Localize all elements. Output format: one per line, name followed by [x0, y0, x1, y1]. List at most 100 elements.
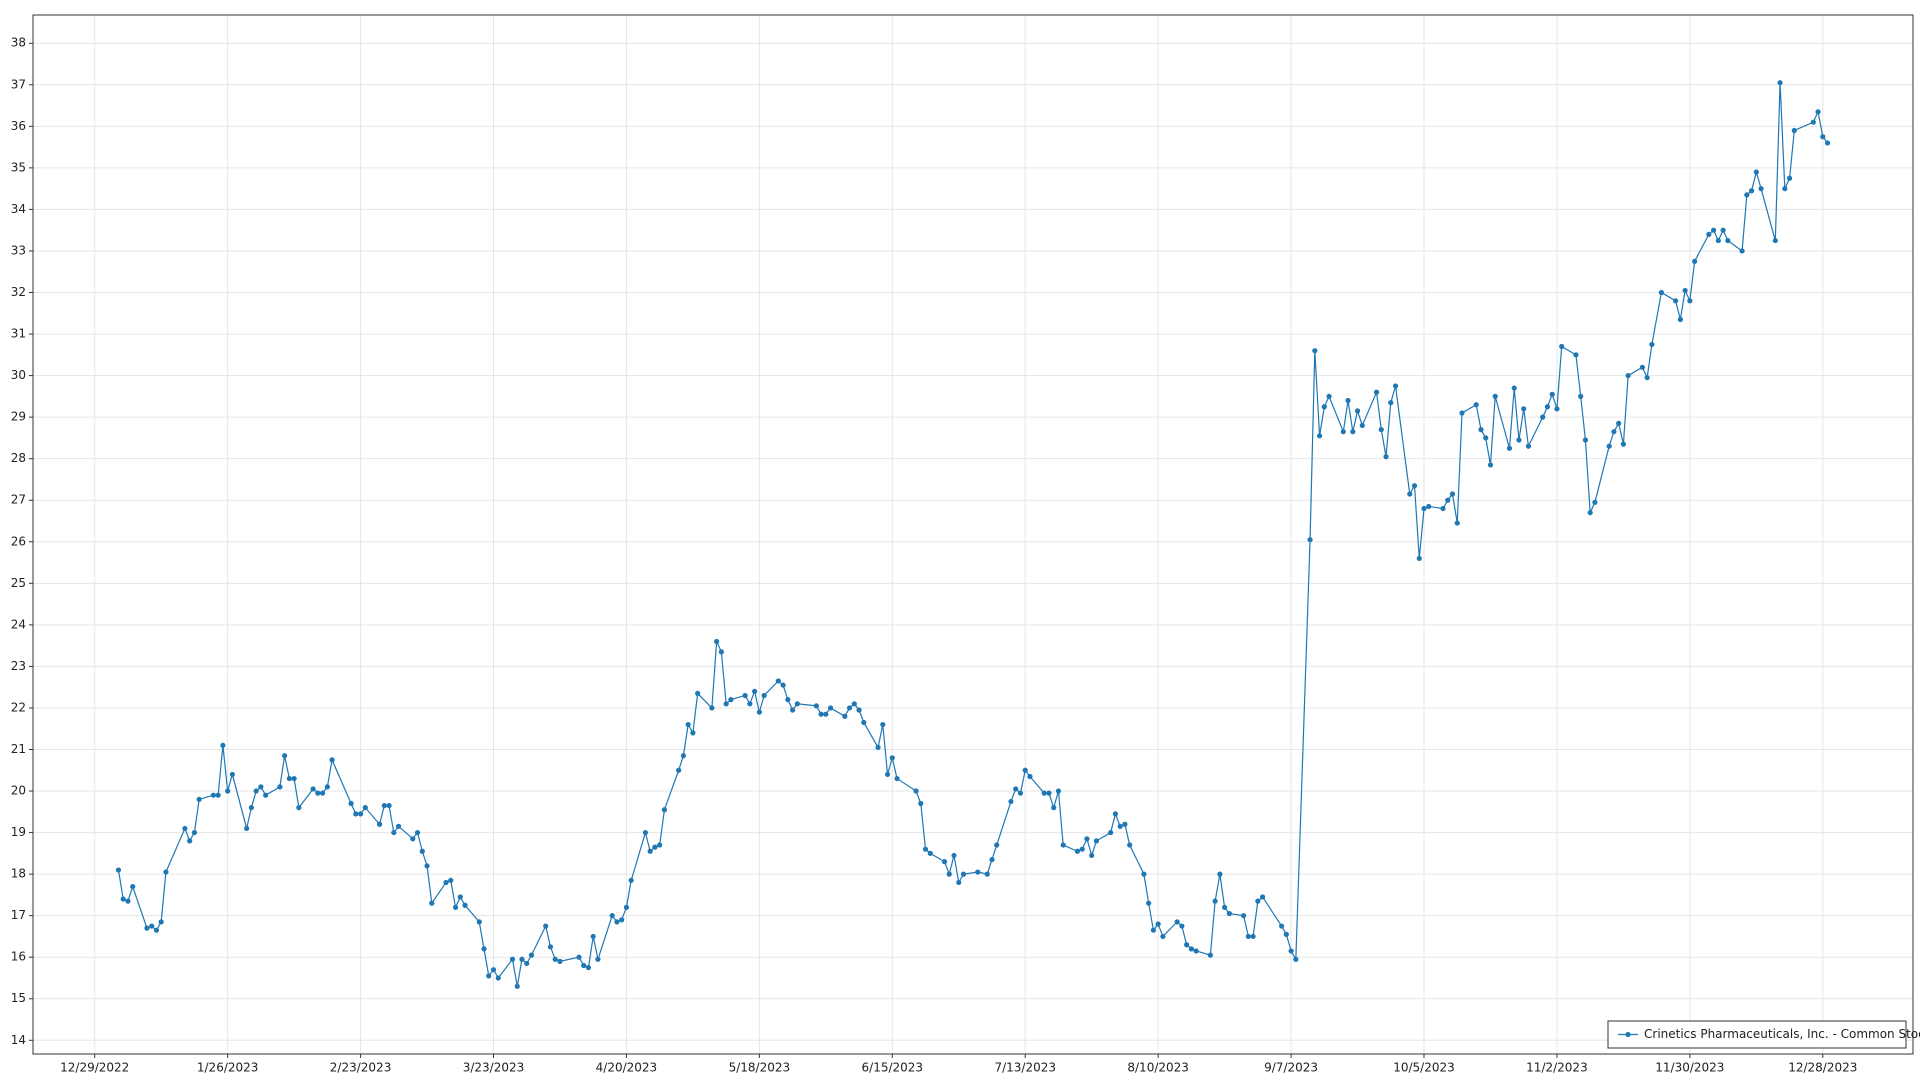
data-point — [1222, 904, 1228, 910]
data-point — [1748, 188, 1755, 194]
data-point — [1445, 497, 1451, 503]
data-point — [690, 730, 696, 736]
data-point — [913, 788, 919, 794]
data-point — [220, 742, 226, 748]
x-tick-label: 12/28/2023 — [1788, 1061, 1857, 1075]
data-point — [1079, 846, 1085, 852]
data-point — [1516, 437, 1522, 443]
data-point — [244, 825, 250, 832]
data-point — [1492, 393, 1498, 399]
data-point — [680, 753, 687, 759]
y-tick-label: 27 — [11, 493, 26, 507]
data-point — [1226, 910, 1232, 917]
data-point — [676, 767, 682, 773]
data-point — [842, 713, 848, 719]
y-tick-label: 22 — [11, 700, 26, 714]
data-point — [182, 825, 188, 832]
x-tick-label: 9/7/2023 — [1264, 1061, 1318, 1075]
x-tick-label: 3/23/2023 — [463, 1061, 525, 1075]
data-point — [552, 956, 558, 962]
series-line — [117, 82, 1829, 987]
data-point — [581, 962, 587, 969]
data-point — [1753, 169, 1759, 175]
data-point — [1255, 898, 1261, 904]
data-point — [1744, 192, 1750, 198]
data-point — [623, 904, 630, 910]
data-point — [1212, 898, 1218, 904]
data-point — [1649, 341, 1655, 348]
data-point — [495, 975, 501, 981]
data-point — [1658, 289, 1664, 296]
x-tick-label: 7/13/2023 — [994, 1061, 1056, 1075]
y-tick-label: 21 — [11, 742, 26, 756]
data-point — [695, 690, 701, 697]
data-point — [789, 707, 796, 713]
data-point — [1307, 537, 1313, 543]
y-tick-label: 16 — [11, 950, 26, 964]
data-point — [1179, 923, 1185, 929]
data-point — [1022, 767, 1028, 773]
data-point — [1573, 352, 1579, 358]
data-point — [1046, 790, 1052, 796]
data-point — [1478, 427, 1484, 433]
data-point — [922, 846, 929, 852]
data-point — [752, 688, 758, 694]
data-point — [115, 867, 122, 873]
data-point — [225, 788, 231, 794]
data-point — [1316, 433, 1323, 439]
data-point — [1540, 414, 1546, 420]
data-point — [329, 757, 335, 763]
y-tick-label: 38 — [11, 36, 26, 50]
data-point — [1217, 871, 1223, 877]
data-point — [357, 811, 364, 817]
data-point — [1017, 790, 1024, 796]
data-point — [296, 805, 302, 811]
data-point — [1146, 900, 1152, 906]
data-point — [130, 883, 136, 890]
data-point — [1340, 429, 1346, 435]
data-point — [210, 792, 217, 798]
data-point — [1549, 391, 1555, 397]
data-point — [1160, 933, 1166, 940]
data-point — [1321, 404, 1327, 410]
data-point — [1383, 454, 1389, 460]
data-point — [310, 786, 316, 792]
x-tick-label: 11/30/2023 — [1655, 1061, 1724, 1075]
x-tick-label: 10/5/2023 — [1393, 1061, 1455, 1075]
data-point — [846, 705, 853, 711]
data-point — [1815, 109, 1821, 115]
data-point — [1108, 829, 1114, 836]
data-point — [362, 805, 368, 811]
data-point — [742, 692, 748, 699]
data-point — [823, 711, 829, 717]
data-point — [1578, 393, 1584, 399]
data-point — [381, 802, 387, 809]
legend-label: Crinetics Pharmaceuticals, Inc. - Common… — [1644, 1027, 1920, 1041]
data-point — [286, 775, 292, 782]
data-point — [1373, 389, 1380, 395]
data-point — [1345, 397, 1351, 404]
data-point — [1392, 383, 1399, 389]
data-point — [647, 848, 653, 854]
x-tick-label: 1/26/2023 — [197, 1061, 259, 1075]
data-point — [880, 721, 886, 728]
data-point — [1711, 227, 1717, 233]
data-point — [1350, 429, 1356, 435]
data-point — [282, 753, 288, 759]
data-point — [994, 842, 1000, 848]
data-point — [414, 829, 421, 836]
y-tick-label: 36 — [11, 119, 26, 133]
data-point — [856, 707, 862, 713]
x-tick-label: 11/2/2023 — [1526, 1061, 1588, 1075]
data-point — [785, 697, 791, 703]
y-tick-label: 35 — [11, 160, 26, 174]
data-point — [1008, 798, 1014, 805]
plot-border — [32, 14, 1914, 1055]
y-tick-label: 25 — [11, 576, 26, 590]
data-point — [457, 894, 463, 900]
data-point — [951, 852, 957, 859]
data-point — [291, 775, 297, 782]
data-point — [756, 709, 762, 715]
data-point — [248, 805, 254, 811]
data-point — [628, 877, 634, 883]
